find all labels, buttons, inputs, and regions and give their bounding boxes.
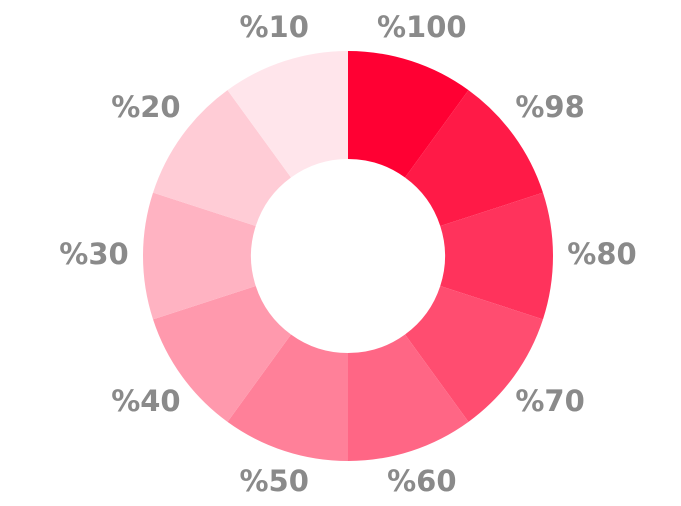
donut-segment — [405, 285, 543, 422]
segment-label: %60 — [387, 464, 456, 498]
donut-segment — [153, 285, 291, 422]
segment-label: %40 — [111, 384, 180, 418]
donut-segment — [153, 90, 291, 227]
segment-label: %80 — [567, 237, 636, 271]
donut-segment — [440, 192, 554, 320]
donut-segment — [227, 51, 348, 178]
donut-segment — [227, 334, 348, 461]
segment-label: %98 — [515, 90, 584, 124]
donut-segment — [348, 334, 469, 461]
donut-segment — [143, 192, 256, 320]
segment-label: %100 — [377, 10, 467, 44]
donut-segment — [405, 90, 543, 227]
segment-label: %70 — [515, 384, 584, 418]
segment-label: %30 — [59, 237, 128, 271]
donut-segment — [348, 51, 469, 178]
segment-label: %10 — [239, 10, 308, 44]
segment-label: %20 — [111, 90, 180, 124]
segment-label: %50 — [239, 464, 308, 498]
